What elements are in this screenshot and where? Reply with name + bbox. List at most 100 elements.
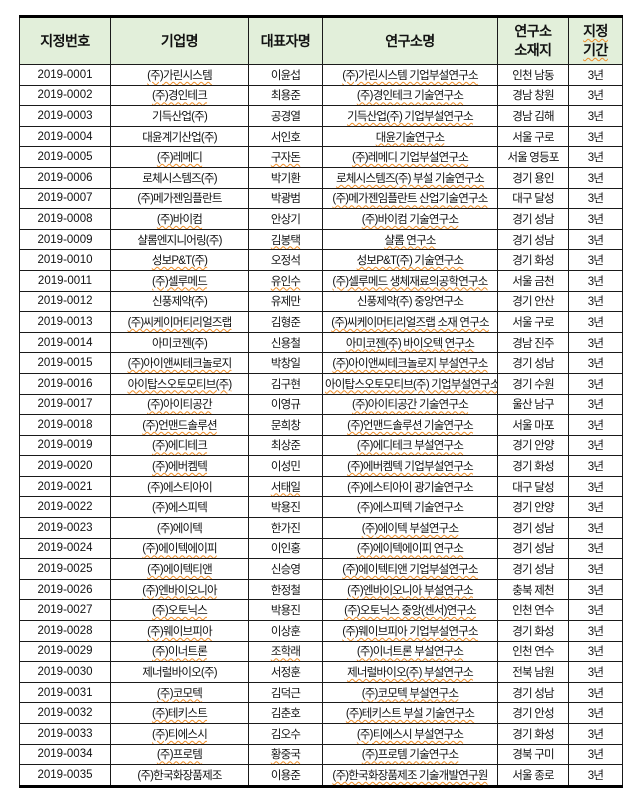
cell-id: 2019-0034: [19, 743, 111, 766]
cell-company: 대윤계기산업(주): [110, 125, 249, 148]
cell-ceo: 김덕근: [248, 681, 323, 704]
cell-company: (주)오토닉스: [110, 599, 249, 622]
table-header: 지정번호 기업명 대표자명 연구소명 연구소 소재지 지정 기간: [19, 16, 623, 65]
cell-ceo: 문희창: [248, 414, 323, 436]
cell-ceo: 서태일: [248, 475, 323, 498]
cell-company: (주)에디테크: [110, 434, 249, 457]
cell-lab: (주)한국화장품제조 기술개발연구원: [322, 764, 498, 787]
cell-location: 경기 성남: [497, 558, 569, 580]
cell-ceo: 유인수: [248, 269, 323, 292]
cell-location: 서울 구로: [497, 125, 569, 148]
cell-location: 경기 안성: [497, 702, 569, 724]
cell-id: 2019-0027: [19, 599, 111, 622]
cell-ceo: 공경열: [248, 105, 323, 127]
header-institute-name: 연구소명: [322, 16, 498, 65]
cell-period: 3년: [568, 311, 623, 333]
table-row: 2019-0033 (주)티에스시 김오수 (주)티에스시 부설연구소 경기 화성 3년: [19, 723, 623, 745]
cell-ceo: 이상훈: [248, 620, 323, 642]
cell-period: 3년: [568, 125, 623, 148]
cell-id: 2019-0016: [19, 372, 111, 395]
cell-company: 신풍제약(주): [110, 290, 249, 313]
cell-id: 2019-0011: [19, 269, 111, 292]
cell-period: 3년: [568, 166, 623, 189]
cell-location: 서울 금천: [497, 269, 569, 292]
cell-period: 3년: [568, 537, 623, 560]
cell-ceo: 최상준: [248, 434, 323, 457]
cell-lab: (주)에스티아이 광기술연구소: [322, 475, 498, 498]
table-row: 2019-0008 (주)바이컴 안상기 (주)바이컴 기술연구소 경기 성남 3년: [19, 208, 623, 230]
cell-id: 2019-0005: [19, 146, 111, 168]
cell-id: 2019-0035: [19, 764, 111, 787]
cell-lab: (주)셀루메드 생체재료의공학연구소: [322, 269, 498, 292]
cell-location: 서울 구로: [497, 311, 569, 333]
cell-location: 경기 성남: [497, 537, 569, 560]
cell-lab: 샬롬 연구소: [322, 228, 498, 251]
cell-lab: (주)에이텍에이피 연구소: [322, 537, 498, 560]
cell-lab: 아미코젠(주) 바이오텍 연구소: [322, 331, 498, 354]
cell-location: 경기 성남: [497, 681, 569, 704]
cell-location: 대구 달성: [497, 475, 569, 498]
cell-period: 3년: [568, 84, 623, 107]
cell-period: 3년: [568, 578, 623, 601]
cell-lab: (주)티에스시 부설연구소: [322, 723, 498, 745]
table-row: 2019-0015 (주)아이앤씨테크놀로지 박창일 (주)아이앤씨테크놀로지 부설연…: [19, 352, 623, 374]
cell-location: 경기 화성: [497, 620, 569, 642]
cell-id: 2019-0024: [19, 537, 111, 560]
table-row: 2019-0016 아이탑스오토모티브(주) 김구현 아이탑스오토모티브(주) 기업부…: [19, 372, 623, 395]
cell-id: 2019-0001: [19, 64, 111, 86]
cell-company: (주)씨케이머티리얼즈랩: [110, 311, 249, 333]
cell-company: (주)프로템: [110, 743, 249, 766]
cell-id: 2019-0018: [19, 414, 111, 436]
cell-ceo: 김춘호: [248, 702, 323, 724]
cell-ceo: 안상기: [248, 208, 323, 230]
cell-company: (주)티에스시: [110, 723, 249, 745]
table-row: 2019-0014 아미코젠(주) 신용철 아미코젠(주) 바이오텍 연구소 경남 진주…: [19, 331, 623, 354]
cell-company: 제너럴바이오(주): [110, 661, 249, 683]
cell-company: (주)가린시스템: [110, 64, 249, 86]
table-row: 2019-0007 (주)메가젠임플란트 박광범 (주)메가젠임플란트 산업기술연구소…: [19, 187, 623, 210]
cell-id: 2019-0019: [19, 434, 111, 457]
cell-period: 3년: [568, 743, 623, 766]
cell-id: 2019-0026: [19, 578, 111, 601]
cell-company: (주)웨이브피아: [110, 620, 249, 642]
cell-lab: (주)아이앤씨테크놀로지 부설연구소: [322, 352, 498, 374]
cell-lab: 제너럴바이오(주) 부설연구소: [322, 661, 498, 683]
cell-company: 로체시스템즈(주): [110, 166, 249, 189]
cell-period: 3년: [568, 64, 623, 86]
cell-id: 2019-0010: [19, 249, 111, 271]
cell-location: 경북 구미: [497, 743, 569, 766]
cell-ceo: 이영규: [248, 393, 323, 416]
cell-ceo: 구자돈: [248, 146, 323, 168]
cell-period: 3년: [568, 764, 623, 787]
cell-location: 경기 수원: [497, 372, 569, 395]
cell-lab: (주)바이컴 기술연구소: [322, 208, 498, 230]
cell-period: 3년: [568, 558, 623, 580]
table-row: 2019-0005 (주)레메디 구자돈 (주)레메디 기업부설연구소 서울 영등포 3년: [19, 146, 623, 168]
cell-location: 경기 화성: [497, 455, 569, 477]
cell-company: 성보P&T(주): [110, 249, 249, 271]
cell-ceo: 박용진: [248, 599, 323, 622]
cell-location: 경기 안양: [497, 434, 569, 457]
header-row: 지정번호 기업명 대표자명 연구소명 연구소 소재지 지정 기간: [19, 16, 623, 65]
cell-period: 3년: [568, 517, 623, 539]
table-row: 2019-0006 로체시스템즈(주) 박기환 로체시스템즈(주) 부설 기술연구소 경…: [19, 166, 623, 189]
cell-period: 3년: [568, 702, 623, 724]
cell-period: 3년: [568, 455, 623, 477]
table-row: 2019-0017 (주)아이티공간 이영규 (주)아이티공간 기술연구소 울산 남구 3…: [19, 393, 623, 416]
cell-location: 경기 성남: [497, 208, 569, 230]
table-row: 2019-0029 (주)이너트론 조학래 (주)이너트론 부설연구소 인천 연수 3년: [19, 640, 623, 663]
table-row: 2019-0002 (주)경인테크 최용준 (주)경인테크 기술연구소 경남 창원 3년: [19, 84, 623, 107]
cell-period: 3년: [568, 681, 623, 704]
cell-lab: (주)코모텍 부설연구소: [322, 681, 498, 704]
cell-company: (주)아이티공간: [110, 393, 249, 416]
cell-company: 기득산업(주): [110, 105, 249, 127]
cell-period: 3년: [568, 146, 623, 168]
cell-lab: (주)웨이브피아 기업부설연구소: [322, 620, 498, 642]
cell-company: (주)에이텍: [110, 517, 249, 539]
cell-lab: (주)가린시스템 기업부설연구소: [322, 64, 498, 86]
cell-ceo: 최용준: [248, 84, 323, 107]
cell-company: (주)테키스트: [110, 702, 249, 724]
cell-ceo: 신승영: [248, 558, 323, 580]
cell-company: (주)에이텍에이피: [110, 537, 249, 560]
cell-location: 인천 남동: [497, 64, 569, 86]
